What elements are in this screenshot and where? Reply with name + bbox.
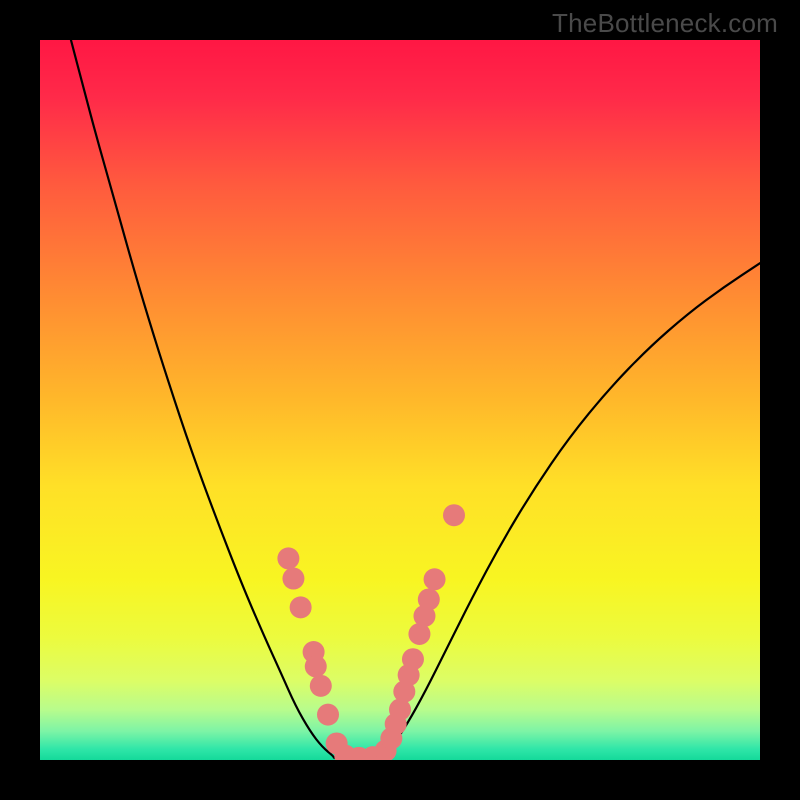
plot-area: [40, 40, 760, 760]
gradient-background: [40, 40, 760, 760]
data-marker: [290, 596, 312, 618]
chart-root: TheBottleneck.com: [0, 0, 800, 800]
data-marker: [305, 655, 327, 677]
data-marker: [418, 588, 440, 610]
data-marker: [424, 568, 446, 590]
watermark-label: TheBottleneck.com: [552, 8, 778, 39]
data-marker: [282, 568, 304, 590]
data-marker: [443, 504, 465, 526]
data-marker: [317, 704, 339, 726]
chart-svg: [40, 40, 760, 760]
data-marker: [310, 675, 332, 697]
data-marker: [402, 648, 424, 670]
data-marker: [277, 547, 299, 569]
